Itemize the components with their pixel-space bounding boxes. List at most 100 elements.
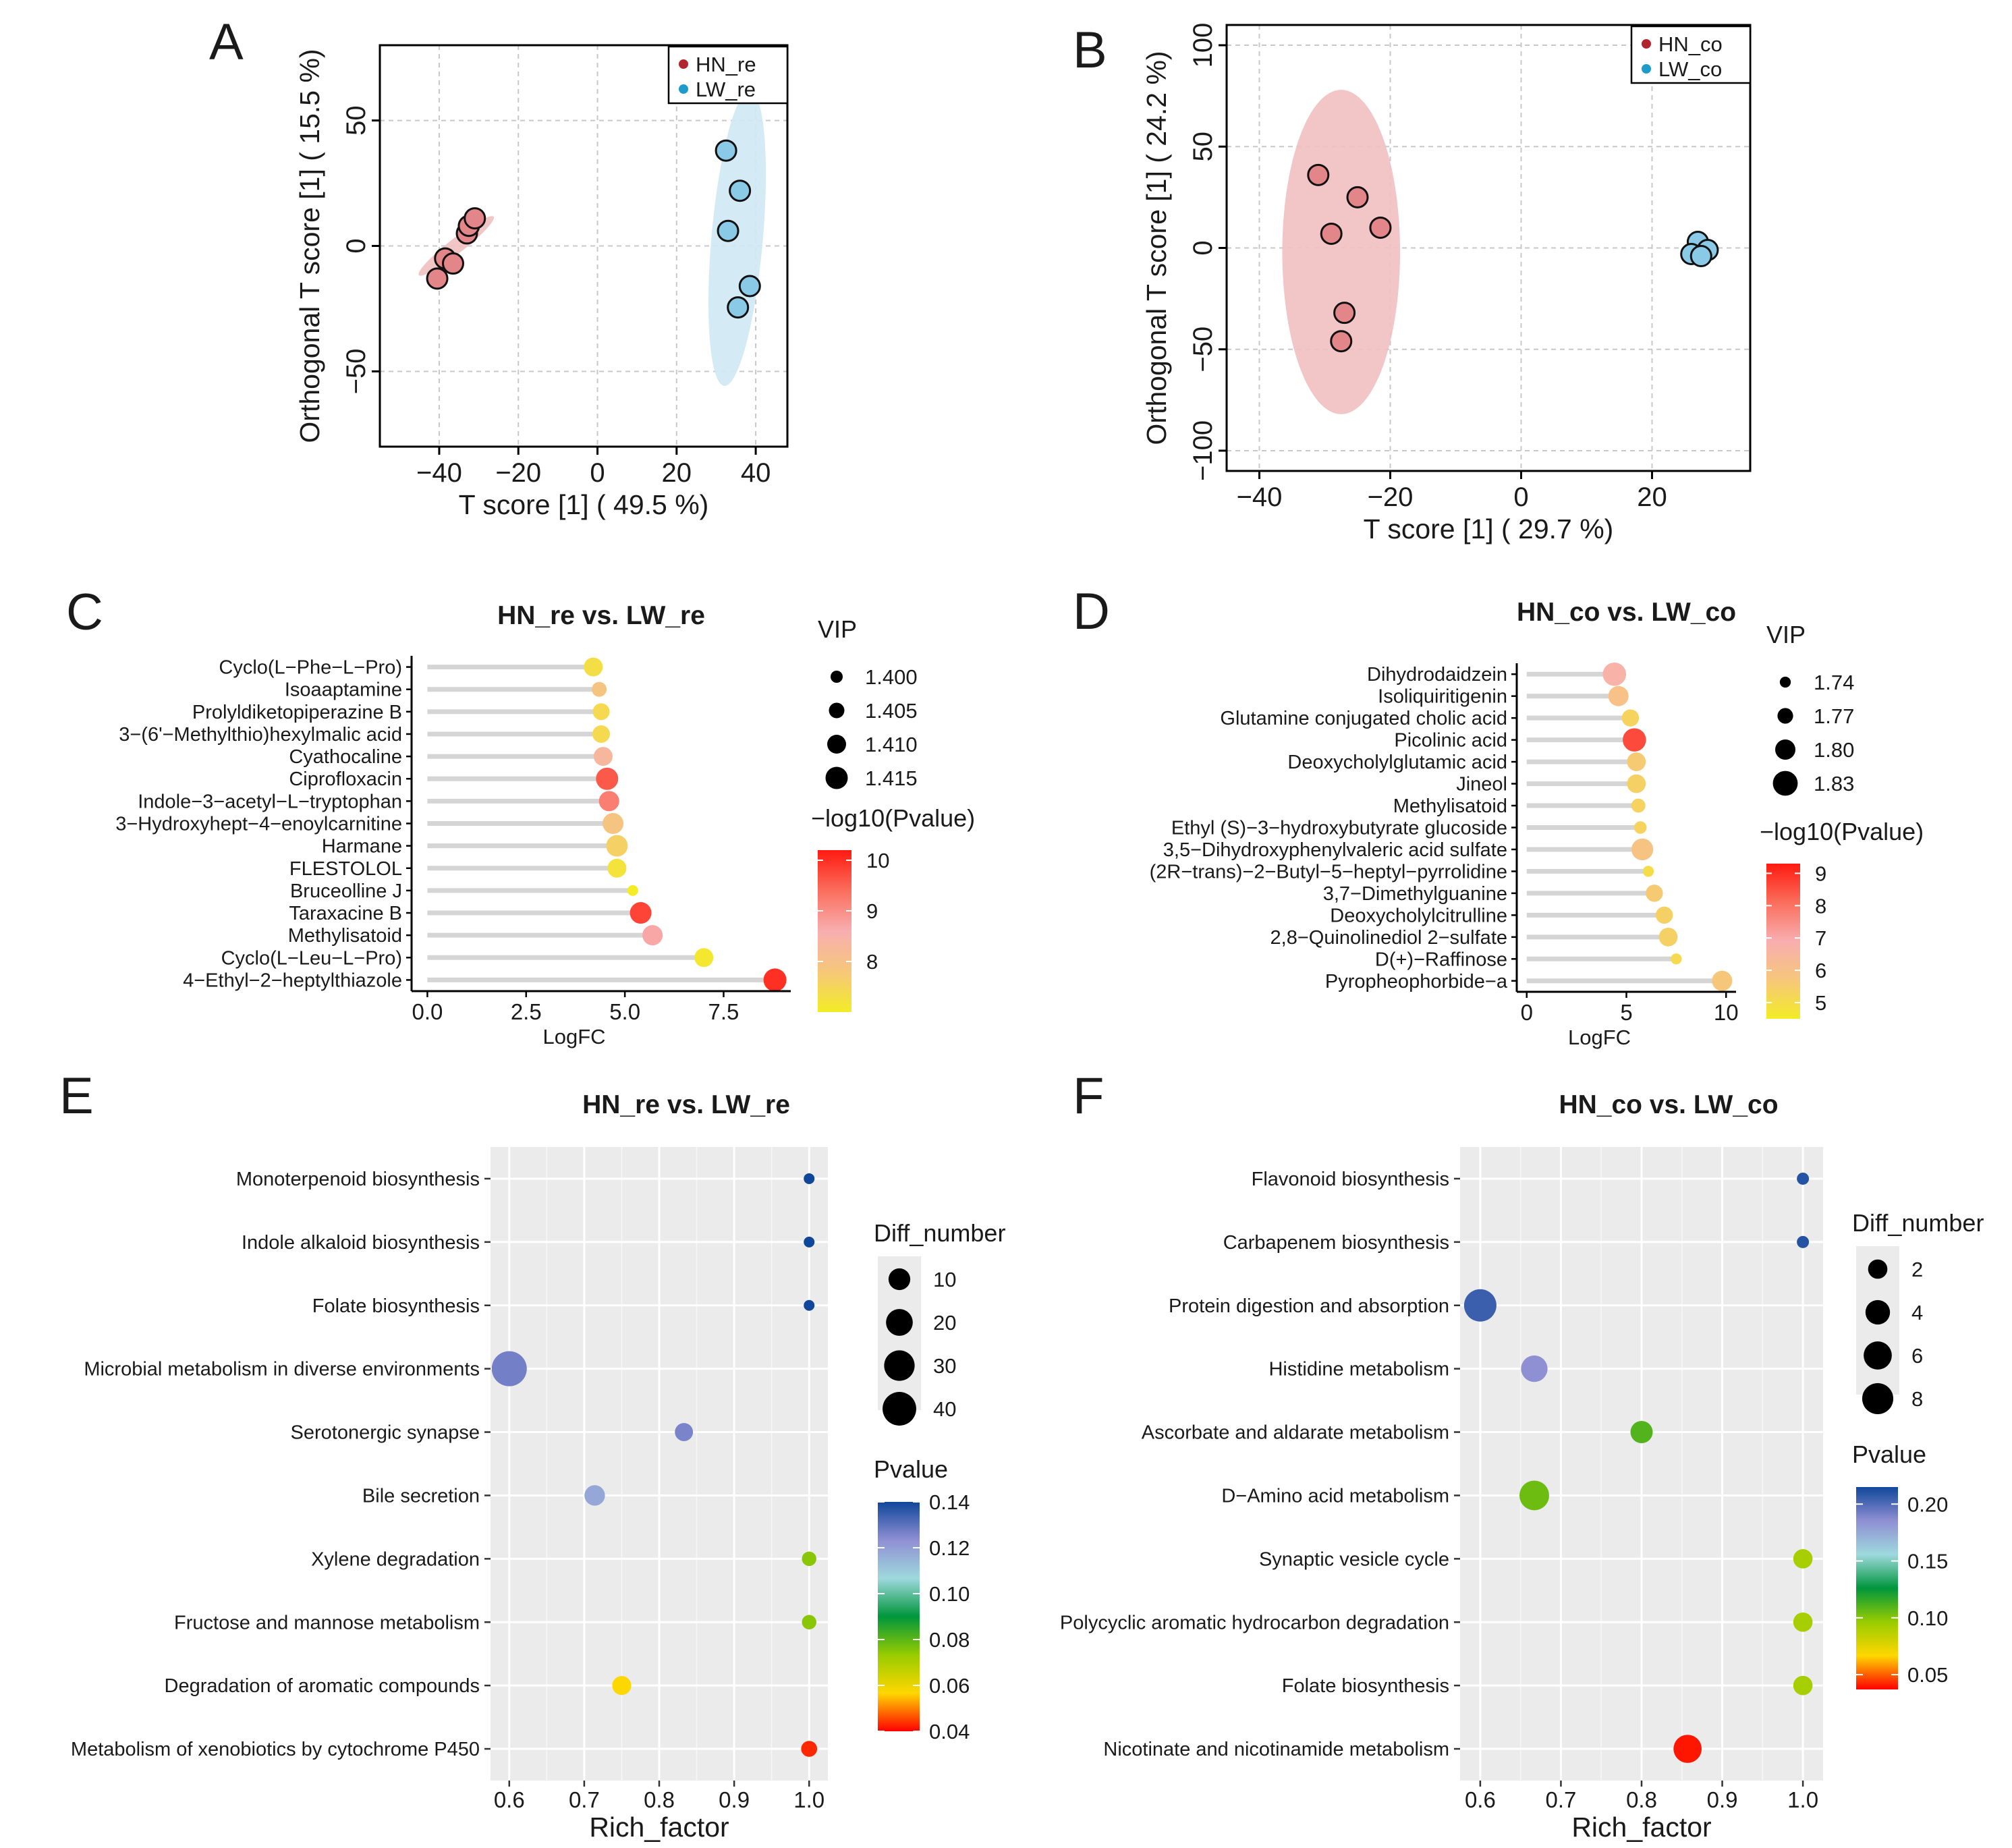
lollipop-point <box>630 902 652 924</box>
pathway-point <box>802 1551 816 1567</box>
pathway-point <box>801 1741 818 1757</box>
category-label: FLESTOLOL <box>289 858 402 880</box>
lollipop-point <box>1655 906 1673 924</box>
color-legend-label: 10 <box>866 849 889 872</box>
category-label: Methylisatoid <box>1393 795 1507 817</box>
color-legend-title: Pvalue <box>1852 1440 1926 1468</box>
lollipop-point <box>763 968 787 992</box>
y-axis-title: Orthogonal T score [1] ( 24.2 %) <box>1141 51 1172 445</box>
x-tick-label: −20 <box>1368 482 1414 512</box>
lollipop-point <box>1627 774 1646 793</box>
y-axis-title: Orthogonal T score [1] ( 15.5 %) <box>294 49 325 443</box>
size-legend-key <box>829 702 845 719</box>
category-label: Bile secretion <box>362 1485 480 1507</box>
category-label: Deoxycholylglutamic acid <box>1287 752 1507 773</box>
x-tick-label: 0 <box>590 458 605 488</box>
lollipop-point <box>642 925 663 946</box>
x-tick-label: 0.8 <box>1626 1787 1657 1812</box>
x-axis-title: LogFC <box>1568 1026 1631 1049</box>
data-point-hn <box>1333 302 1356 325</box>
pathway-point <box>804 1236 815 1248</box>
category-label: Glutamine conjugated cholic acid <box>1220 708 1507 729</box>
lollipop-point <box>1627 752 1646 771</box>
category-label: Protein digestion and absorption <box>1169 1295 1449 1317</box>
panel-letter: D <box>1073 583 1110 640</box>
plot-title: HN_co vs. LW_co <box>1517 598 1736 627</box>
size-legend-title: VIP <box>818 615 857 643</box>
data-point-lw <box>1689 245 1712 268</box>
x-tick-label: 0.6 <box>494 1787 525 1812</box>
data-point-lw <box>738 275 761 298</box>
y-tick-label: 50 <box>1188 132 1218 162</box>
x-tick-label: 0 <box>1513 482 1528 512</box>
x-tick-label: 0.9 <box>1707 1787 1738 1812</box>
panel-letter: A <box>209 13 244 71</box>
category-label: 3−(6'−Methylthio)hexylmalic acid <box>119 724 402 746</box>
panel-D: D HN_co vs. LW_co DihydrodaidzeinIsoliquir… <box>1073 583 1924 1049</box>
lollipop-point <box>1623 728 1646 752</box>
panel-C: C HN_re vs. LW_re Cyclo(L−Phe−L−Pro)Isoaap… <box>66 584 975 1048</box>
data-point-lw <box>715 139 737 162</box>
panel-letter: E <box>59 1067 94 1125</box>
pathway-point <box>1793 1612 1813 1632</box>
category-label: Prolyldiketopiperazine B <box>192 702 402 723</box>
lollipop-point <box>603 813 624 834</box>
pathway-point <box>1793 1549 1813 1569</box>
size-legend-label: 1.80 <box>1814 738 1854 762</box>
category-label: Dihydrodaidzein <box>1367 664 1507 685</box>
size-legend-key <box>1865 1299 1891 1325</box>
size-legend-key <box>1862 1382 1894 1415</box>
size-legend-key <box>886 1309 913 1336</box>
lollipop-point <box>1602 662 1627 686</box>
category-label: 3−Hydroxyhept−4−enoylcarnitine <box>115 814 402 835</box>
x-axis-title: Rich_factor <box>589 1812 729 1843</box>
color-legend-label: 0.08 <box>929 1628 970 1652</box>
size-legend-key <box>1868 1259 1888 1279</box>
x-tick-label: 20 <box>1637 482 1667 512</box>
y-tick-label: 50 <box>341 105 371 136</box>
category-label: Bruceolline J <box>290 880 402 902</box>
color-legend-bar <box>818 850 851 1012</box>
x-tick-label: 0.7 <box>1546 1787 1577 1812</box>
size-legend-title: VIP <box>1766 621 1806 648</box>
category-label: D−Amino acid metabolism <box>1221 1485 1449 1507</box>
category-label: 4−Ethyl−2−heptylthiazole <box>183 970 402 991</box>
data-point-hn <box>1320 222 1343 245</box>
y-tick-label: 0 <box>341 238 371 253</box>
size-legend-label: 40 <box>933 1397 956 1421</box>
plot-title: HN_re vs. LW_re <box>582 1090 790 1119</box>
category-label: Taraxacine B <box>289 903 402 924</box>
lollipop-point <box>1646 885 1663 902</box>
x-axis-title: T score [1] ( 29.7 %) <box>1364 513 1614 544</box>
category-label: Ciprofloxacin <box>289 768 402 790</box>
color-legend-label: 9 <box>1815 862 1826 885</box>
category-label: Jineol <box>1456 774 1507 795</box>
size-legend-key <box>884 1350 915 1381</box>
x-tick-label: 1.0 <box>793 1787 825 1812</box>
pathway-point <box>804 1173 815 1184</box>
lollipop-point <box>592 703 610 721</box>
x-tick-label: 0.9 <box>719 1787 750 1812</box>
panel-letter: F <box>1073 1067 1104 1125</box>
color-legend-bar <box>1856 1487 1898 1689</box>
category-label: Indole alkaloid biosynthesis <box>242 1232 480 1254</box>
lollipop-point <box>1608 685 1629 706</box>
category-label: Degradation of aromatic compounds <box>165 1675 480 1697</box>
legend-box <box>667 45 789 105</box>
x-axis-title: LogFC <box>542 1025 605 1048</box>
size-legend-key <box>1772 771 1798 796</box>
color-legend-label: 0.04 <box>929 1720 970 1743</box>
category-label: Serotonergic synapse <box>291 1422 480 1444</box>
y-tick-label: 100 <box>1188 23 1218 68</box>
size-legend-label: 1.415 <box>865 766 918 790</box>
category-label: Pyropheophorbide−a <box>1325 971 1508 992</box>
size-legend-title: Diff_number <box>1852 1209 1984 1237</box>
color-legend-label: 0.10 <box>929 1582 970 1606</box>
category-label: Fructose and mannose metabolism <box>174 1612 480 1633</box>
panel-letter: C <box>66 584 103 641</box>
legend-key-hn <box>679 59 688 69</box>
legend-label: LW_co <box>1658 57 1722 81</box>
legend-key-lw <box>679 84 688 94</box>
legend-label: HN_co <box>1658 32 1723 56</box>
lollipop-point <box>596 767 619 790</box>
